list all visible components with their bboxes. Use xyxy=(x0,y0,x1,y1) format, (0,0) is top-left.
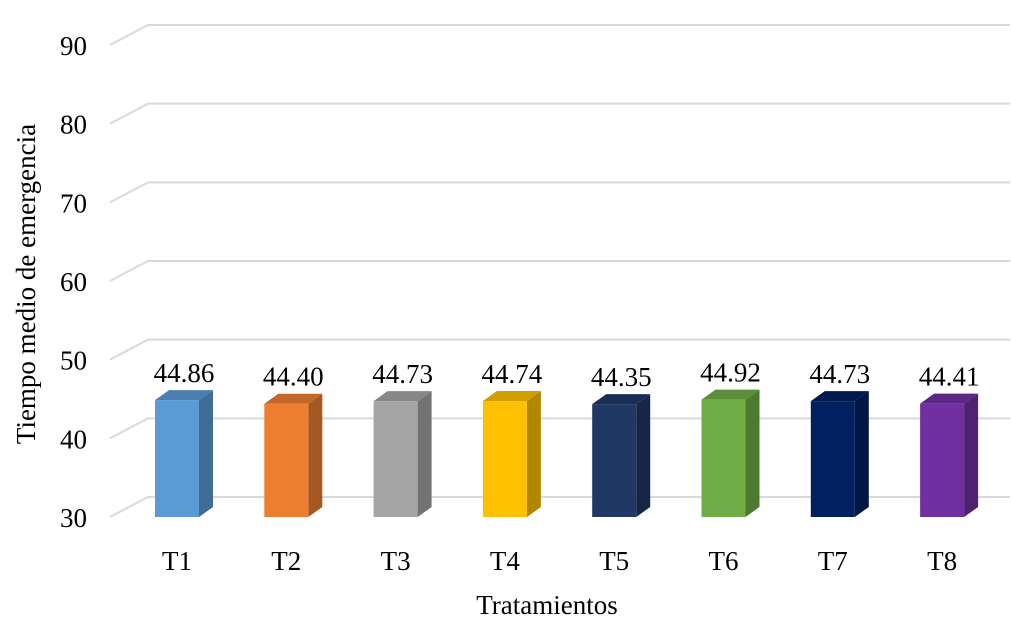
bar-top xyxy=(155,390,213,401)
x-axis-title: Tratamientos xyxy=(476,590,618,619)
data-label: 44.35 xyxy=(591,362,652,392)
x-tick-label: T3 xyxy=(381,546,411,576)
bar-t2 xyxy=(264,393,323,517)
bar-side xyxy=(964,393,979,517)
bar-top xyxy=(264,393,323,404)
x-axis-ticks: T1 T2 T3 T4 T5 T6 T7 T8 xyxy=(162,546,957,576)
x-tick-label: T5 xyxy=(599,546,629,576)
bar-t5 xyxy=(592,394,651,517)
bar-front xyxy=(701,399,746,517)
gridlines xyxy=(109,24,1010,518)
gridline xyxy=(109,181,1010,204)
data-label: 44.74 xyxy=(482,359,543,389)
data-labels: 44.86 44.40 44.73 44.74 44.35 44.92 44.73 44.41 xyxy=(154,358,980,392)
bar-t6 xyxy=(701,389,760,517)
x-tick-label: T2 xyxy=(271,546,301,576)
bar-front xyxy=(482,401,527,517)
bar-top xyxy=(482,391,541,402)
bar-side xyxy=(854,391,869,517)
x-tick-label: T1 xyxy=(162,546,192,576)
bar-top xyxy=(592,394,651,405)
y-tick-label: 30 xyxy=(60,503,87,533)
bar-top xyxy=(920,393,979,404)
data-label: 44.41 xyxy=(919,362,980,392)
data-label: 44.92 xyxy=(700,358,761,388)
bar-side xyxy=(417,391,432,517)
bar-front xyxy=(373,401,418,517)
bar-side xyxy=(636,394,651,517)
bar-t7 xyxy=(810,391,869,517)
y-tick-label: 40 xyxy=(60,424,87,454)
bars xyxy=(155,389,979,517)
bar-top xyxy=(373,391,432,402)
bar-front xyxy=(920,403,965,517)
gridline xyxy=(109,496,1010,518)
bar-front xyxy=(592,404,637,517)
y-tick-label: 80 xyxy=(60,110,87,140)
data-label: 44.40 xyxy=(263,362,324,392)
gridline xyxy=(109,338,1010,361)
x-tick-label: T6 xyxy=(709,546,739,576)
x-tick-label: T7 xyxy=(818,546,848,576)
x-tick-label: T4 xyxy=(490,546,520,576)
bar-top xyxy=(701,389,760,400)
bar-t1 xyxy=(155,390,213,517)
bar-side xyxy=(745,389,760,517)
bar-front xyxy=(264,403,309,517)
y-tick-label: 70 xyxy=(60,188,87,218)
y-tick-label: 60 xyxy=(60,267,87,297)
data-label: 44.86 xyxy=(154,358,215,388)
y-tick-label: 90 xyxy=(60,31,87,61)
data-label: 44.73 xyxy=(372,359,433,389)
y-axis-title: Tiempo medio de emergencia xyxy=(11,124,41,444)
y-axis-ticks: 30 40 50 60 70 80 90 xyxy=(60,31,87,533)
gridline xyxy=(109,24,1010,46)
bar-t8 xyxy=(920,393,979,517)
bar-front xyxy=(155,400,199,517)
gridline xyxy=(109,102,1010,125)
bar-side xyxy=(526,391,541,517)
bar-t3 xyxy=(373,391,432,517)
bar-side xyxy=(308,393,323,517)
y-tick-label: 50 xyxy=(60,346,87,376)
gridline xyxy=(109,260,1010,282)
gridline xyxy=(109,417,1010,440)
bar-side xyxy=(199,390,213,517)
data-label: 44.73 xyxy=(809,359,870,389)
bar-front xyxy=(810,401,855,517)
bar-t4 xyxy=(482,391,541,517)
bar-top xyxy=(810,391,869,402)
x-tick-label: T8 xyxy=(927,546,957,576)
